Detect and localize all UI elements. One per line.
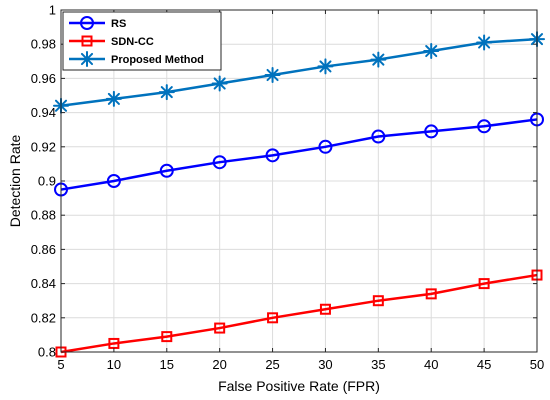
data-point-proposed-method <box>370 51 387 68</box>
y-tick-label: 0.9 <box>38 174 56 189</box>
x-tick-label: 30 <box>318 357 332 372</box>
data-point-proposed-method <box>158 84 175 101</box>
data-point-rs <box>318 139 333 154</box>
y-tick-label: 0.98 <box>31 37 56 52</box>
legend: RS SDN-CC Proposed Method <box>62 11 222 71</box>
data-point-sdn-cc <box>319 303 331 315</box>
y-tick-label: 0.8 <box>38 345 56 360</box>
data-point-sdn-cc <box>372 295 384 307</box>
x-tick-label: 50 <box>530 357 544 372</box>
data-point-sdn-cc <box>267 312 279 324</box>
y-tick-label: 0.84 <box>31 276 56 291</box>
y-tick-label: 0.96 <box>31 71 56 86</box>
data-point-sdn-cc <box>478 278 490 290</box>
legend-marker <box>80 16 94 30</box>
data-point-sdn-cc <box>425 288 437 300</box>
x-tick-label: 10 <box>107 357 121 372</box>
data-point-proposed-method <box>105 90 122 107</box>
series-proposed-method <box>53 31 545 114</box>
x-tick-label: 40 <box>424 357 438 372</box>
y-tick-label: 0.82 <box>31 310 56 325</box>
series-line-sdn-cc <box>60 273 538 354</box>
legend-item-sdn-cc: SDN-CC <box>69 35 154 48</box>
data-point-proposed-method <box>211 75 228 92</box>
data-point-proposed-method <box>264 66 281 83</box>
x-tick-label: 45 <box>477 357 491 372</box>
ticks: 5 10 15 20 25 30 35 40 45 50 0.8 0.82 0.84 0.86 0.88 0.… <box>31 3 545 373</box>
y-tick-label: 1 <box>49 3 56 18</box>
legend-item-proposed-method: Proposed Method <box>69 51 204 67</box>
data-point-rs <box>212 155 227 170</box>
legend-label: SDN-CC <box>111 36 154 48</box>
y-tick-label: 0.86 <box>31 242 56 257</box>
x-tick-label: 5 <box>57 357 64 372</box>
data-point-proposed-method <box>476 34 493 51</box>
data-point-sdn-cc <box>214 322 226 334</box>
x-tick-label: 15 <box>160 357 174 372</box>
legend-item-rs: RS <box>69 16 126 30</box>
data-point-rs <box>106 174 121 188</box>
data-point-proposed-method <box>423 43 440 60</box>
x-axis-title: False Positive Rate (FPR) <box>218 378 380 394</box>
x-tick-label: 35 <box>371 357 385 372</box>
legend-marker <box>81 35 93 47</box>
data-point-proposed-method <box>317 58 334 75</box>
data-point-rs <box>159 163 174 178</box>
data-point-sdn-cc <box>161 331 173 343</box>
x-tick-label: 25 <box>265 357 279 372</box>
y-axis-title: Detection Rate <box>7 134 23 227</box>
data-point-rs <box>424 124 439 139</box>
y-tick-label: 0.92 <box>31 139 56 154</box>
legend-marker <box>79 51 95 67</box>
legend-label: Proposed Method <box>111 54 204 66</box>
data-point-rs <box>265 148 280 163</box>
y-tick-label: 0.94 <box>31 105 56 120</box>
data-point-rs <box>371 129 386 144</box>
series-line-rs <box>60 118 538 191</box>
y-tick-label: 0.88 <box>31 208 56 223</box>
series-line-proposed-method <box>60 37 538 107</box>
series-sdn-cc <box>55 269 543 358</box>
x-tick-label: 20 <box>212 357 226 372</box>
data-point-rs <box>477 119 492 134</box>
legend-label: RS <box>111 18 126 30</box>
data-point-sdn-cc <box>108 337 120 349</box>
